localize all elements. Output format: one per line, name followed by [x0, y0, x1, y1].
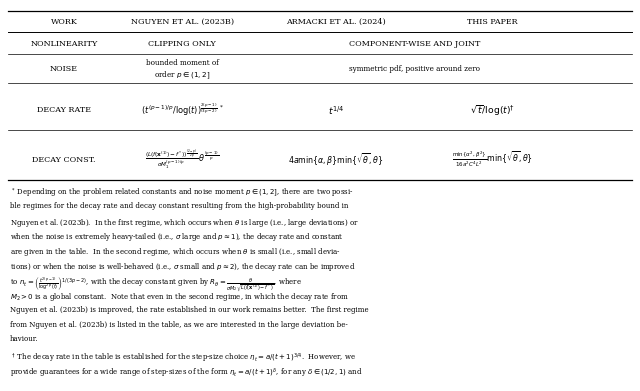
Text: $^\dagger$ The decay rate in the table is established for the step-size choice $: $^\dagger$ The decay rate in the table i… — [10, 352, 355, 365]
Text: ble regimes for the decay rate and decay constant resulting from the high-probab: ble regimes for the decay rate and decay… — [10, 202, 348, 210]
Text: $4a\min\{\alpha,\beta\}\min\{\sqrt{\theta},\theta\}$: $4a\min\{\alpha,\beta\}\min\{\sqrt{\thet… — [288, 151, 384, 168]
Text: $t^{1/4}$: $t^{1/4}$ — [328, 104, 344, 117]
Text: NGUYEN ET AL. (2023B): NGUYEN ET AL. (2023B) — [131, 18, 234, 26]
Text: CLIPPING ONLY: CLIPPING ONLY — [148, 40, 216, 48]
Text: order $p \in (1, 2]$: order $p \in (1, 2]$ — [154, 69, 211, 81]
Text: provide guarantees for a wide range of step-sizes of the form $\eta_t = a/(t+1)^: provide guarantees for a wide range of s… — [10, 367, 362, 380]
Text: are given in the table.  In the second regime, which occurs when $\theta$ is sma: are given in the table. In the second re… — [10, 246, 340, 258]
Text: $(t^{(p-1)/p}/\log(t))^{\frac{2(p-1)}{(3p-2)}}\,{}^*$: $(t^{(p-1)/p}/\log(t))^{\frac{2(p-1)}{(3… — [141, 102, 224, 118]
Text: NONLINEARITY: NONLINEARITY — [30, 40, 98, 48]
Text: symmetric pdf, positive around zero: symmetric pdf, positive around zero — [349, 65, 480, 73]
Text: from Nguyen et al. (2023b) is listed in the table, as we are interested in the l: from Nguyen et al. (2023b) is listed in … — [10, 321, 348, 328]
Text: $^*$ Depending on the problem related constants and noise moment $p \in (1, 2]$,: $^*$ Depending on the problem related co… — [10, 187, 353, 200]
Text: bounded moment of: bounded moment of — [146, 59, 219, 66]
Text: WORK: WORK — [51, 18, 77, 26]
Text: Nguyen et al. (2023b).  In the first regime, which occurs when $\theta$ is large: Nguyen et al. (2023b). In the first regi… — [10, 217, 358, 229]
Text: COMPONENT-WISE AND JOINT: COMPONENT-WISE AND JOINT — [349, 40, 480, 48]
Text: haviour.: haviour. — [10, 335, 38, 343]
Text: ARMACKI ET AL. (2024): ARMACKI ET AL. (2024) — [286, 18, 386, 26]
Text: $\frac{\min\{\alpha^2,\beta^2\}}{16a^2C^4L^2}\min\{\sqrt{\theta},\theta\}$: $\frac{\min\{\alpha^2,\beta^2\}}{16a^2C^… — [452, 150, 533, 169]
Text: DECAY CONST.: DECAY CONST. — [32, 156, 96, 163]
Text: DECAY RATE: DECAY RATE — [37, 106, 91, 114]
Text: THIS PAPER: THIS PAPER — [467, 18, 518, 26]
Text: when the noise is extremely heavy-tailed (i.e., $\sigma$ large and $p \approx 1$: when the noise is extremely heavy-tailed… — [10, 231, 343, 244]
Text: to $n_t = \left(\frac{t^{2(p-1)}}{\log^{2p}(t)}\right)^{1/(3p-2)}$, with the dec: to $n_t = \left(\frac{t^{2(p-1)}}{\log^{… — [10, 276, 301, 294]
Text: $\sqrt{t}/\log(t)^{\dagger}$: $\sqrt{t}/\log(t)^{\dagger}$ — [470, 103, 515, 118]
Text: Nguyen et al. (2023b) is improved, the rate established in our work remains bett: Nguyen et al. (2023b) is improved, the r… — [10, 306, 368, 314]
Text: $M_2 > 0$ is a global constant.  Note that even in the second regime, in which t: $M_2 > 0$ is a global constant. Note tha… — [10, 291, 349, 303]
Text: tions) or when the noise is well-behaved (i.e., $\sigma$ small and $p \approx 2$: tions) or when the noise is well-behaved… — [10, 261, 355, 273]
Text: $\frac{(L(f(\mathbf{x}^{(1)})-f^*))^{\frac{(2-p)}{2p}}}{\sigma M_1^{(p-1)/p}}\,\: $\frac{(L(f(\mathbf{x}^{(1)})-f^*))^{\fr… — [145, 147, 220, 172]
Text: NOISE: NOISE — [50, 65, 78, 73]
